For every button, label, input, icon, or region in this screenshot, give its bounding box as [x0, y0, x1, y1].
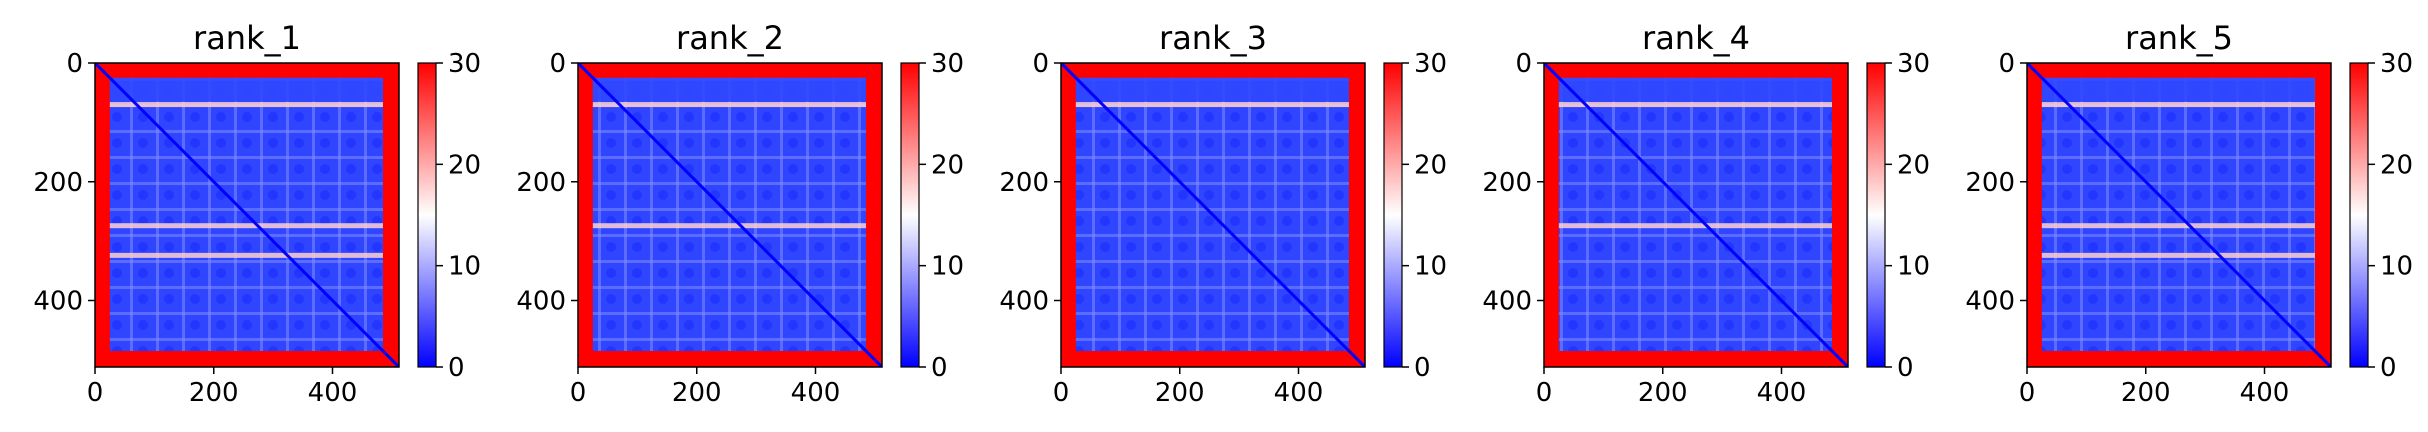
bright-band: [1075, 102, 1349, 108]
y-tick-label: 200: [33, 168, 83, 198]
chart-title: rank_2: [676, 19, 784, 57]
heatmap-panel-1: rank_1 0 200 400 0 200 400 0 10 20 30: [33, 19, 481, 408]
bright-band: [1558, 102, 1832, 108]
bright-band: [2041, 102, 2315, 108]
colorbar: [2349, 62, 2369, 368]
colorbar-tick-label: 30: [448, 49, 481, 79]
chart-title: rank_1: [193, 19, 301, 57]
x-tick-label: 200: [1155, 378, 1205, 408]
x-tick-label: 400: [1274, 378, 1324, 408]
chart-title: rank_3: [1159, 19, 1267, 57]
heatmap-image: [1544, 63, 1848, 367]
x-tick-label: 0: [87, 378, 104, 408]
y-tick-label: 400: [516, 287, 566, 317]
chart-title: rank_5: [2125, 19, 2233, 57]
y-tick-label: 400: [1482, 287, 1532, 317]
x-tick-label: 200: [672, 378, 722, 408]
y-tick-label: 400: [999, 287, 1049, 317]
heatmap-diagonal: [95, 63, 399, 367]
colorbar-tick-label: 30: [1414, 49, 1447, 79]
heatmap-image: [95, 63, 399, 367]
x-tick-label: 400: [2240, 378, 2290, 408]
axes-frame: [94, 62, 400, 368]
bright-band: [592, 223, 866, 229]
colorbar-tick-label: 10: [1414, 252, 1447, 282]
heatmap-panel-2: rank_2 0 200 400 0 200 400 0 10 20 30: [516, 19, 964, 408]
x-tick-label: 400: [1757, 378, 1807, 408]
colorbar-tick-label: 20: [1414, 150, 1447, 180]
heatmap-diagonal: [1061, 63, 1365, 367]
axes-frame: [1060, 62, 1366, 368]
heatmap-diagonal: [2027, 63, 2331, 367]
bright-band: [1558, 223, 1832, 229]
y-tick-label: 200: [999, 168, 1049, 198]
y-tick-label: 0: [549, 49, 566, 79]
bright-band: [2041, 252, 2315, 258]
y-tick-label: 200: [1482, 168, 1532, 198]
bright-band: [109, 102, 383, 108]
bright-band: [592, 102, 866, 108]
colorbar-tick-label: 0: [2380, 353, 2397, 383]
colorbar: [1866, 62, 1886, 368]
x-tick-label: 0: [2019, 378, 2036, 408]
colorbar-tick-label: 20: [931, 150, 964, 180]
bright-band: [109, 252, 383, 258]
x-tick-label: 0: [1536, 378, 1553, 408]
x-tick-label: 400: [791, 378, 841, 408]
y-tick-label: 0: [66, 49, 83, 79]
bright-band: [2041, 223, 2315, 229]
y-tick-label: 200: [516, 168, 566, 198]
colorbar-tick-label: 20: [2380, 150, 2413, 180]
y-tick-label: 200: [1965, 168, 2015, 198]
heatmap-image: [2027, 63, 2331, 367]
bright-band: [109, 223, 383, 229]
heatmap-panel-3: rank_3 0 200 400 0 200 400 0 10 20 30: [999, 19, 1447, 408]
axes-frame: [2026, 62, 2332, 368]
colorbar: [1383, 62, 1403, 368]
colorbar-tick-label: 0: [448, 353, 465, 383]
heatmap-image: [1061, 63, 1365, 367]
y-tick-label: 0: [1515, 49, 1532, 79]
colorbar-tick-label: 0: [1897, 353, 1914, 383]
x-tick-label: 200: [2121, 378, 2171, 408]
x-tick-label: 0: [570, 378, 587, 408]
heatmap-diagonal: [1544, 63, 1848, 367]
y-tick-label: 0: [1032, 49, 1049, 79]
colorbar-tick-label: 30: [931, 49, 964, 79]
y-tick-label: 400: [1965, 287, 2015, 317]
heatmap-diagonal: [578, 63, 882, 367]
colorbar-tick-label: 0: [931, 353, 948, 383]
colorbar-tick-label: 30: [1897, 49, 1930, 79]
colorbar-tick-label: 30: [2380, 49, 2413, 79]
colorbar-tick-label: 10: [931, 252, 964, 282]
x-tick-label: 200: [1638, 378, 1688, 408]
heatmap-panel-4: rank_4 0 200 400 0 200 400 0 10 20 30: [1482, 19, 1930, 408]
colorbar-tick-label: 20: [448, 150, 481, 180]
heatmap-image: [578, 63, 882, 367]
colorbar: [900, 62, 920, 368]
colorbar-tick-label: 0: [1414, 353, 1431, 383]
axes-frame: [577, 62, 883, 368]
y-tick-label: 0: [1998, 49, 2015, 79]
colorbar-tick-label: 10: [448, 252, 481, 282]
y-tick-label: 400: [33, 287, 83, 317]
x-tick-label: 400: [308, 378, 358, 408]
chart-title: rank_4: [1642, 19, 1750, 57]
colorbar-tick-label: 10: [2380, 252, 2413, 282]
x-tick-label: 200: [189, 378, 239, 408]
colorbar-tick-label: 10: [1897, 252, 1930, 282]
x-tick-label: 0: [1053, 378, 1070, 408]
axes-frame: [1543, 62, 1849, 368]
heatmap-panel-5: rank_5 0 200 400 0 200 400 0 10 20 30: [1965, 19, 2413, 408]
colorbar: [417, 62, 437, 368]
colorbar-tick-label: 20: [1897, 150, 1930, 180]
